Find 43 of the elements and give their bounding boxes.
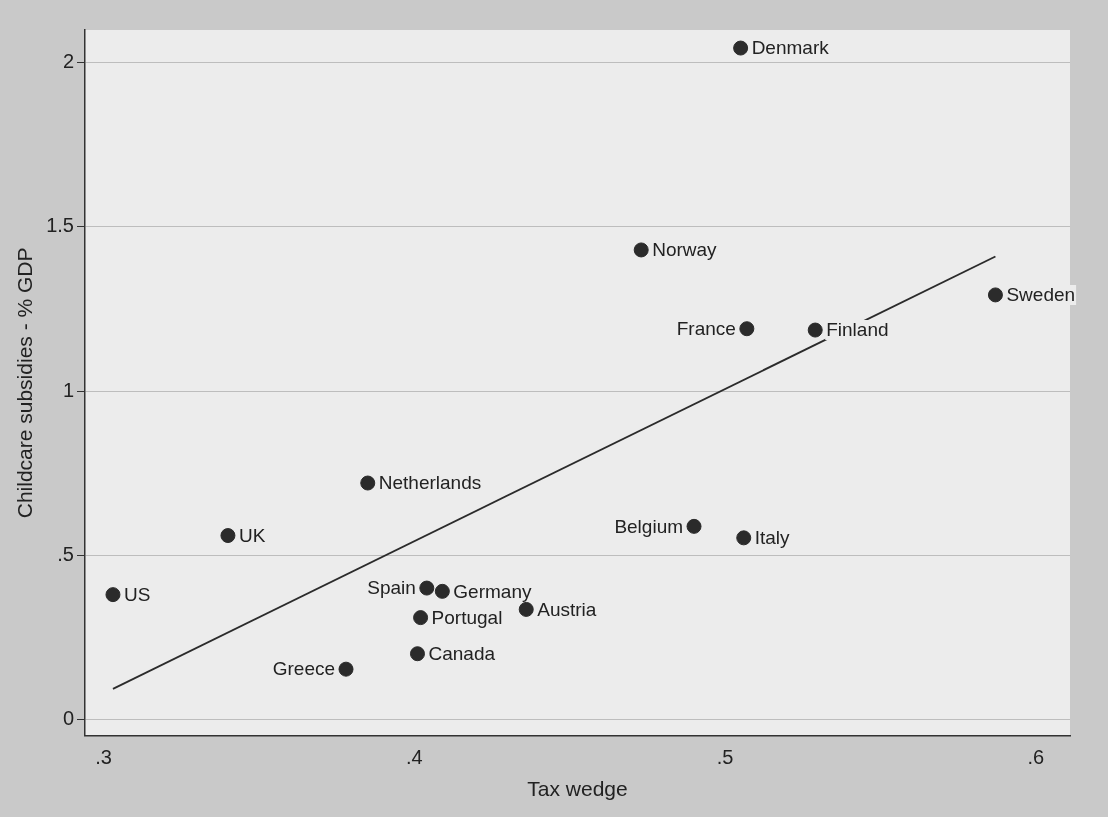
data-label: France [676, 317, 736, 339]
point [220, 528, 236, 544]
data-label: Austria [537, 598, 597, 620]
y-axis-title: Childcare subsidies - % GDP [13, 247, 37, 519]
data-label: Portugal [431, 606, 503, 628]
data-label: Italy [754, 527, 791, 549]
point [733, 40, 749, 56]
data-label: Netherlands [378, 472, 482, 494]
point [434, 583, 450, 599]
x-tick-label: .6 [1027, 746, 1045, 769]
data-label: US [123, 583, 151, 605]
x-tick-label: .3 [95, 746, 112, 769]
point [518, 601, 534, 617]
point [987, 287, 1003, 303]
data-label: Denmark [751, 37, 830, 59]
point [736, 530, 752, 546]
y-tick-label: .5 [57, 542, 74, 565]
data-label: Finland [826, 319, 889, 341]
x-tick-label: .5 [716, 746, 734, 769]
y-tick-label: 1 [62, 378, 74, 401]
y-tick-label: 1.5 [46, 214, 74, 237]
point [360, 475, 376, 491]
point [633, 242, 649, 258]
data-label: UK [238, 524, 266, 546]
y-tick-label: 2 [62, 50, 74, 73]
point [739, 321, 755, 337]
point [413, 610, 429, 626]
point [419, 580, 435, 596]
data-label: Canada [428, 642, 496, 664]
point [105, 587, 121, 603]
x-tick-label: .4 [406, 746, 423, 769]
data-label: Spain [367, 577, 416, 599]
data-label: Germany [453, 580, 532, 602]
y-tick-label: 0 [62, 706, 74, 729]
data-label: Belgium [614, 515, 684, 537]
data-label: Greece [272, 658, 336, 680]
x-axis-title: Tax wedge [527, 777, 628, 801]
point [338, 661, 354, 677]
point [409, 646, 425, 662]
point [807, 322, 823, 338]
point [686, 518, 702, 534]
data-label: Norway [652, 239, 718, 261]
data-label: Sweden [1006, 284, 1076, 306]
